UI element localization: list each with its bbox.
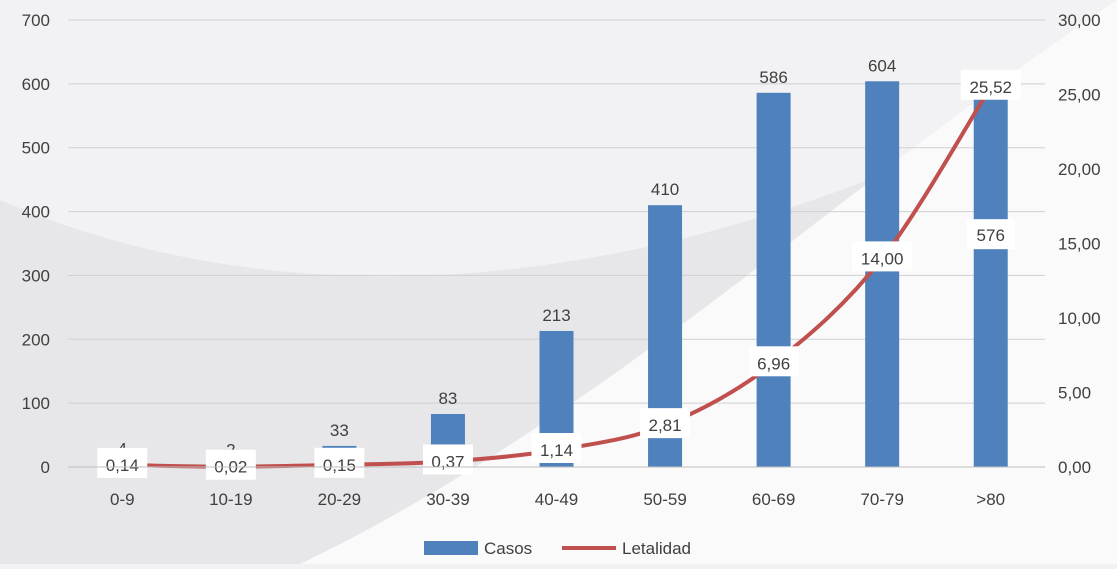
line-value-label-box (205, 449, 256, 480)
line-value-label: 14,00 (861, 249, 904, 268)
x-tick-label: 70-79 (860, 490, 903, 509)
y-left-tick-label: 600 (22, 75, 50, 94)
y-left-tick-label: 100 (22, 394, 50, 413)
x-tick-label: 40-49 (535, 490, 578, 509)
y-right-tick-label: 30,00 (1058, 11, 1101, 30)
y-left-tick-label: 300 (22, 266, 50, 285)
axes: 0 100 200 300 400 500 600 700 0,00 5,00 10,00 15,00… (22, 11, 1101, 509)
line-value-label-box (852, 241, 913, 272)
legend-label-letalidad: Letalidad (622, 539, 691, 558)
line-value-label: 25,52 (969, 78, 1012, 97)
bar-value-label: 33 (330, 421, 349, 440)
y-right-tick-label: 25,00 (1058, 86, 1101, 105)
bar-value-label: 410 (651, 180, 679, 199)
legend: Casos Letalidad (424, 539, 691, 558)
background-curve-light (300, 0, 1117, 564)
x-tick-label: 30-39 (426, 490, 469, 509)
line-value-label: 6,96 (757, 354, 790, 373)
data-labels: 4233832134105866045760,140,020,150,371,1… (97, 56, 1021, 480)
line-value-label: 0,14 (106, 456, 139, 475)
line-value-label-box (748, 346, 799, 377)
x-tick-label: 20-29 (318, 490, 361, 509)
x-tick-label: 0-9 (110, 490, 135, 509)
y-right-tick-label: 15,00 (1058, 235, 1101, 254)
x-tick-label: 10-19 (209, 490, 252, 509)
y-left-tick-label: 500 (22, 139, 50, 158)
line-value-label: 1,14 (540, 441, 573, 460)
line-value-label-box (422, 444, 473, 475)
bar-value-label: 604 (868, 56, 896, 75)
line-value-label-box (531, 433, 582, 464)
y-right-tick-label: 10,00 (1058, 309, 1101, 328)
bar-value-label: 586 (759, 68, 787, 87)
y-left-tick-label: 400 (22, 203, 50, 222)
y-right-tick-label: 5,00 (1058, 384, 1091, 403)
line-value-label: 0,37 (431, 452, 464, 471)
line-value-label-box (314, 447, 365, 478)
x-tick-label: >80 (976, 490, 1005, 509)
bar-value-label: 213 (542, 306, 570, 325)
y-left-tick-label: 0 (41, 458, 50, 477)
line-value-label-box (640, 408, 691, 439)
bar-value-label: 576 (977, 226, 1005, 245)
y-right-tick-label: 20,00 (1058, 160, 1101, 179)
bar-value-label-box (966, 219, 1015, 250)
bar (756, 92, 791, 467)
y-left-tick-label: 700 (22, 11, 50, 30)
y-right-tick-label: 0,00 (1058, 458, 1091, 477)
x-tick-label: 50-59 (643, 490, 686, 509)
legend-label-casos: Casos (484, 539, 532, 558)
line-value-label-box (960, 69, 1021, 100)
bar-value-label: 83 (438, 389, 457, 408)
line-value-label: 0,15 (323, 456, 356, 475)
bar (973, 99, 1008, 467)
line-value-label-box (97, 447, 148, 478)
legend-swatch-casos (424, 541, 478, 555)
line-value-label: 2,81 (649, 416, 682, 435)
y-left-tick-label: 200 (22, 330, 50, 349)
x-tick-label: 60-69 (752, 490, 795, 509)
